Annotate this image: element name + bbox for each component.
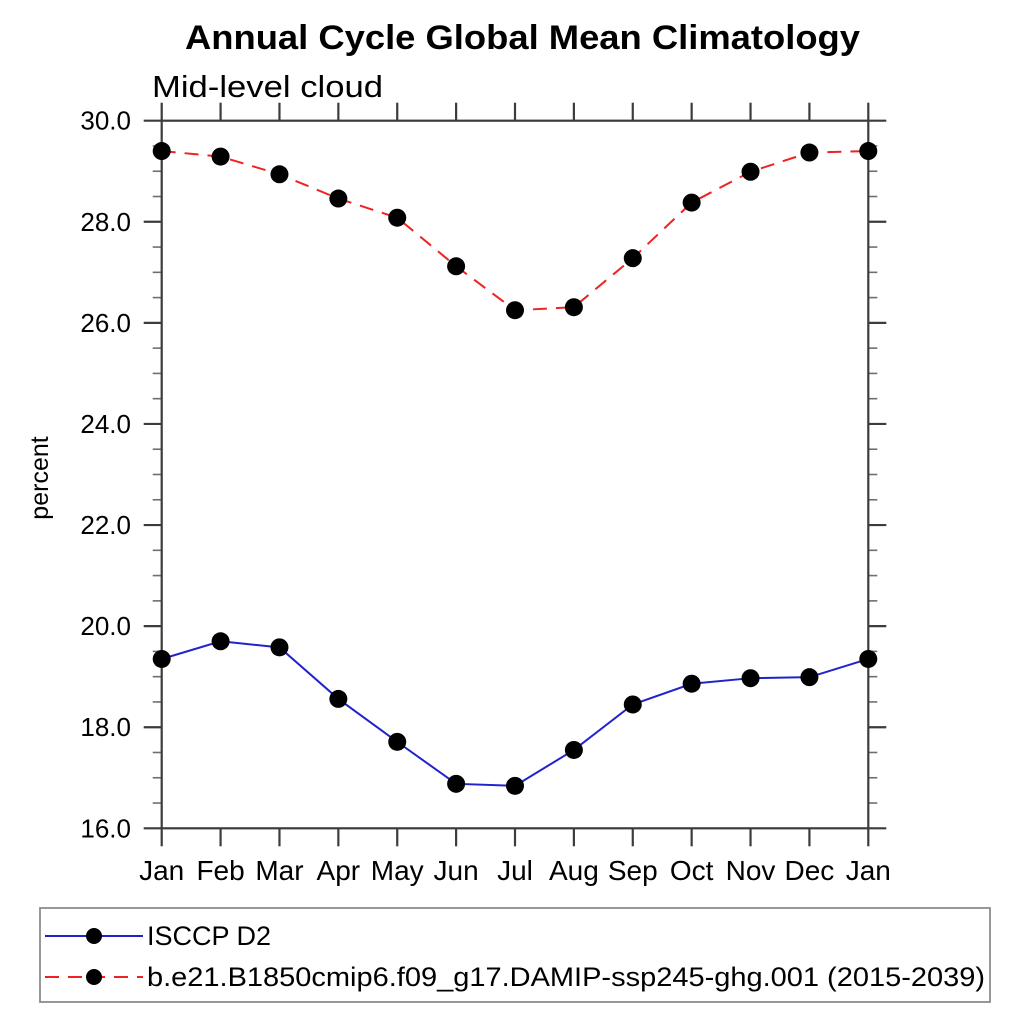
series-plot-area — [152, 142, 878, 795]
legend-marker-model-icon — [86, 969, 102, 985]
data-point-marker — [211, 147, 230, 166]
y-tick-label: 20.0 — [80, 611, 131, 641]
x-tick-label: Jan — [846, 855, 891, 886]
data-point-marker — [329, 689, 348, 708]
legend-label-isccp-d2: ISCCP D2 — [147, 921, 271, 951]
x-tick-label: May — [371, 855, 424, 886]
data-point-marker — [564, 740, 583, 759]
x-tick-label: Jan — [139, 855, 184, 886]
data-point-marker — [623, 695, 642, 714]
y-tick-label: 16.0 — [80, 813, 131, 843]
y-tick-label: 24.0 — [80, 409, 131, 439]
data-point-marker — [329, 189, 348, 208]
y-tick-label: 30.0 — [80, 106, 131, 136]
x-tick-label: Oct — [670, 855, 714, 886]
axes: Jan Feb Mar Apr May Jun Jul Aug Sep Oct Nov Dec Jan 1… — [80, 102, 891, 886]
data-point-marker — [859, 142, 878, 161]
data-point-marker — [800, 143, 819, 162]
x-tick-label: Jul — [497, 855, 533, 886]
y-tick-label: 22.0 — [80, 510, 131, 540]
data-point-marker — [623, 249, 642, 268]
data-point-marker — [859, 649, 878, 668]
x-tick-label: Sep — [608, 855, 658, 886]
data-point-marker — [447, 774, 466, 793]
data-point-marker — [564, 298, 583, 317]
data-point-marker — [741, 162, 760, 181]
data-point-marker — [800, 668, 819, 687]
data-point-marker — [506, 301, 524, 320]
chart-subtitle: Mid-level cloud — [152, 69, 383, 104]
x-tick-label: Jun — [434, 855, 479, 886]
data-point-marker — [388, 208, 407, 227]
data-point-marker — [152, 142, 171, 161]
series-line-model — [161, 150, 869, 312]
data-point-marker — [388, 732, 407, 751]
series-line-isccp-d2 — [161, 640, 869, 787]
y-tick-label: 28.0 — [80, 207, 131, 237]
legend-label-model: b.e21.B1850cmip6.f09_g17.DAMIP-ssp245-gh… — [147, 962, 985, 992]
data-point-marker — [447, 257, 466, 276]
y-axis-label: percent — [26, 436, 54, 519]
x-tick-label: Mar — [255, 855, 303, 886]
legend: ISCCP D2 b.e21.B1850cmip6.f09_g17.DAMIP-… — [39, 907, 991, 1003]
data-point-marker — [506, 776, 524, 795]
legend-marker-isccp-d2-icon — [86, 928, 102, 944]
x-tick-label: Nov — [726, 855, 776, 886]
data-point-marker — [682, 674, 701, 693]
data-point-marker — [270, 165, 289, 184]
x-tick-label: Dec — [785, 855, 835, 886]
data-point-marker — [741, 669, 760, 688]
x-tick-label: Aug — [549, 855, 599, 886]
x-tick-label: Feb — [196, 855, 244, 886]
y-tick-label: 26.0 — [80, 308, 131, 338]
chart-title: Annual Cycle Global Mean Climatology — [185, 19, 860, 57]
legend-box — [39, 907, 991, 1003]
y-tick-label: 18.0 — [80, 712, 131, 742]
data-point-marker — [152, 649, 171, 668]
data-point-marker — [211, 632, 230, 651]
data-point-marker — [682, 193, 701, 212]
plot-frame — [160, 119, 870, 830]
data-point-marker — [270, 638, 289, 657]
x-tick-label: Apr — [317, 855, 361, 886]
